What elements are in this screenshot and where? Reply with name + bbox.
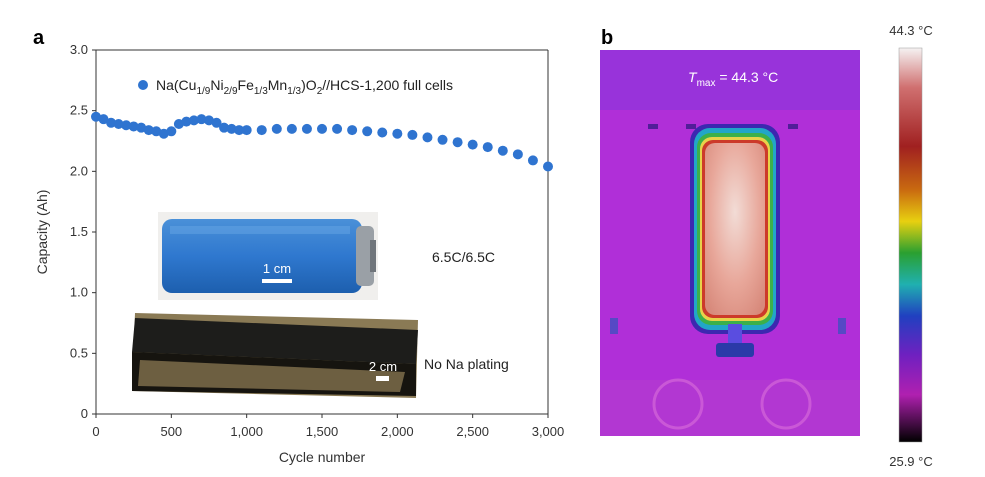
data-point — [256, 125, 267, 136]
y-tick-label: 0.5 — [70, 345, 88, 360]
cell-tab-clip — [716, 343, 754, 357]
x-tick-label: 0 — [92, 424, 99, 439]
data-point — [377, 127, 388, 138]
data-point — [181, 116, 192, 127]
electrode-scale-label: 2 cm — [369, 359, 397, 374]
x-tick-label: 1,000 — [230, 424, 263, 439]
data-point — [173, 119, 184, 130]
electrode-strip-top — [132, 318, 418, 364]
data-point — [158, 128, 169, 139]
data-series — [91, 111, 553, 172]
thermal-image: Tmax = 44.3 °C — [600, 50, 860, 436]
electrode-scale-bar — [376, 376, 389, 381]
cell-scale-bar — [262, 279, 292, 283]
data-point — [362, 126, 373, 137]
y-tick-label: 2.5 — [70, 103, 88, 118]
y-axis-label: Capacity (Ah) — [34, 190, 50, 275]
data-point — [121, 120, 132, 131]
data-point — [332, 123, 343, 134]
data-point — [241, 125, 252, 136]
data-point — [128, 121, 139, 132]
legend-label: Na(Cu1/9Ni2/9Fe1/3Mn1/3)O2//HCS-1,200 fu… — [156, 77, 453, 97]
data-point — [452, 137, 463, 148]
cell-body — [162, 219, 362, 293]
panel-a-label: a — [33, 27, 45, 49]
data-point — [166, 126, 177, 137]
data-point — [234, 125, 245, 136]
plating-annotation: No Na plating — [424, 356, 509, 372]
data-point — [497, 145, 508, 156]
data-point — [219, 122, 230, 133]
data-point — [422, 132, 433, 143]
data-point — [482, 142, 493, 153]
colorbar-max-label: 44.3 °C — [889, 23, 933, 38]
data-point — [527, 155, 538, 166]
data-point — [188, 115, 199, 126]
y-tick-label: 1.0 — [70, 285, 88, 300]
x-tick-label: 1,500 — [306, 424, 339, 439]
panel-b-label: b — [601, 27, 613, 49]
x-tick-label: 2,500 — [456, 424, 489, 439]
data-point — [136, 122, 147, 133]
data-point — [543, 161, 553, 172]
data-point — [98, 114, 109, 125]
data-point — [467, 139, 478, 150]
colorbar-min-label: 25.9 °C — [889, 454, 933, 469]
data-point — [407, 129, 418, 140]
data-point — [437, 134, 448, 145]
data-point — [317, 123, 327, 134]
data-point — [211, 117, 222, 128]
x-ticks: 0 500 1,000 1,500 2,000 2,500 3,000 — [92, 414, 564, 439]
data-point — [196, 114, 207, 125]
data-point — [301, 123, 312, 134]
data-point — [286, 123, 297, 134]
cell-hot-core — [705, 143, 765, 315]
data-point — [512, 149, 523, 160]
cell-scale-label: 1 cm — [263, 261, 291, 276]
data-point — [347, 125, 358, 136]
y-tick-label: 1.5 — [70, 224, 88, 239]
data-point — [143, 125, 154, 136]
cell-tab — [728, 324, 742, 344]
legend: Na(Cu1/9Ni2/9Fe1/3Mn1/3)O2//HCS-1,200 fu… — [138, 77, 453, 97]
data-point — [271, 123, 282, 134]
data-point — [226, 123, 237, 134]
x-tick-label: 500 — [160, 424, 182, 439]
data-point — [113, 119, 124, 130]
electrode-photo: 2 cm — [132, 313, 418, 398]
y-ticks: 0 0.5 1.0 1.5 2.0 2.5 3.0 — [70, 42, 96, 421]
y-tick-label: 0 — [81, 406, 88, 421]
colorbar-gradient — [898, 47, 923, 443]
cell-photo: 1 cm — [158, 212, 378, 300]
cell-cap — [356, 226, 374, 286]
x-tick-label: 3,000 — [532, 424, 565, 439]
x-tick-label: 2,000 — [381, 424, 414, 439]
data-point — [392, 128, 403, 139]
data-point — [106, 117, 117, 128]
data-point — [204, 115, 214, 126]
y-tick-label: 3.0 — [70, 42, 88, 57]
legend-marker — [138, 80, 148, 90]
tmax-label: Tmax = 44.3 °C — [688, 69, 778, 89]
rate-annotation: 6.5C/6.5C — [432, 249, 495, 265]
x-axis-label: Cycle number — [279, 449, 366, 465]
colorbar: 44.3 °C 25.9 °C — [889, 23, 933, 469]
data-point — [151, 126, 162, 137]
y-tick-label: 2.0 — [70, 163, 88, 178]
cell-terminal — [370, 240, 376, 272]
data-point — [91, 111, 101, 122]
